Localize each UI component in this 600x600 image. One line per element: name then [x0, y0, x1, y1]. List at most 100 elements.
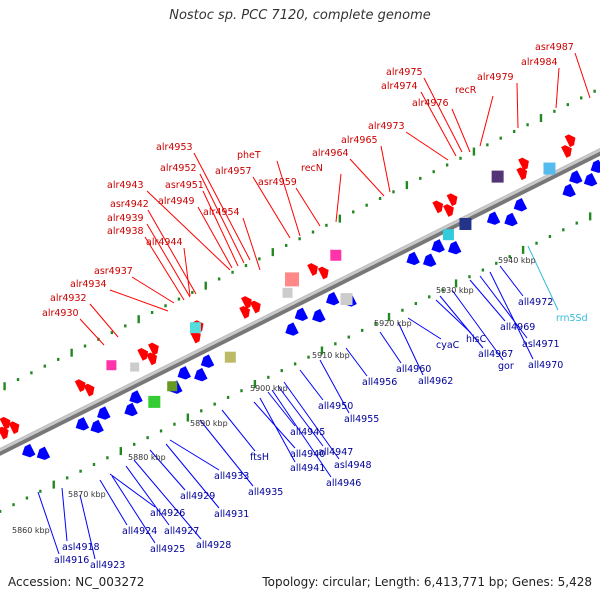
reverse-gene-arrow	[90, 419, 104, 434]
forward-gene-label[interactable]: asr4987	[535, 42, 574, 53]
reverse-leader-line	[439, 295, 484, 349]
forward-gene-arrow	[148, 342, 159, 356]
reverse-gene-label[interactable]: all4969	[500, 322, 535, 333]
forward-gene-label[interactable]: alr4975	[386, 67, 423, 78]
track-tick	[352, 210, 355, 214]
forward-gene-label[interactable]: asr4937	[94, 266, 133, 277]
reverse-gene-label[interactable]: all4955	[344, 414, 379, 425]
reverse-gene-label[interactable]: all4916	[54, 555, 89, 566]
reverse-gene-label[interactable]: all4929	[180, 491, 215, 502]
reverse-gene-label[interactable]: all4923	[90, 560, 125, 571]
reverse-gene-label[interactable]: asl4971	[522, 339, 560, 350]
forward-gene-label[interactable]: alr4957	[215, 166, 252, 177]
forward-gene-label[interactable]: alr4932	[50, 293, 87, 304]
track-tick	[70, 348, 73, 357]
reverse-gene-label[interactable]: all4941	[290, 463, 325, 474]
reverse-gene-label[interactable]: cyaC	[436, 340, 460, 351]
reverse-leader-line	[165, 443, 220, 509]
reverse-gene-label[interactable]: hisC	[466, 334, 487, 345]
reverse-gene-label[interactable]: all4962	[418, 376, 453, 387]
reverse-gene-label[interactable]: all4950	[318, 401, 353, 412]
forward-gene-label[interactable]: asr4942	[110, 199, 149, 210]
scale-label: 5940 kbp	[498, 256, 536, 265]
forward-leader-line	[451, 108, 471, 153]
forward-gene-label[interactable]: alr4974	[381, 81, 418, 92]
reverse-leader-line	[169, 439, 220, 471]
forward-gene-label[interactable]: asr4959	[258, 177, 297, 188]
track-tick	[240, 389, 243, 393]
reverse-gene-label[interactable]: all4924	[122, 526, 157, 537]
dotted-track-lines	[0, 89, 596, 513]
scale-label: 5870 kbp	[68, 490, 106, 499]
forward-gene-label[interactable]: alr4934	[70, 279, 107, 290]
reverse-gene-label[interactable]: all4946	[326, 478, 361, 489]
forward-gene-label[interactable]: alr4944	[146, 237, 183, 248]
rna-gene-label[interactable]: rrn5Sd	[556, 313, 588, 324]
forward-gene-label[interactable]: asr4951	[165, 180, 204, 191]
reverse-gene-label[interactable]: all4956	[362, 377, 397, 388]
forward-gene-label[interactable]: alr4965	[341, 135, 378, 146]
reverse-gene-label[interactable]: all4926	[150, 508, 185, 519]
track-tick	[575, 221, 578, 225]
reverse-gene-label[interactable]: all4947	[318, 447, 353, 458]
scale-label: 5880 kbp	[128, 453, 166, 462]
reverse-gene-label[interactable]: all4933	[214, 471, 249, 482]
track-tick	[186, 413, 190, 422]
reverse-leader-line	[199, 419, 254, 487]
reverse-gene-label[interactable]: all4928	[196, 540, 231, 551]
reverse-gene-arrow	[294, 307, 309, 321]
forward-gene-label[interactable]: pheT	[237, 150, 261, 161]
reverse-gene-label[interactable]: ftsH	[250, 452, 269, 463]
reverse-leader-line	[221, 409, 256, 452]
reverse-leader-line	[267, 391, 296, 427]
reverse-leader-line	[407, 317, 442, 340]
reverse-gene-label[interactable]: all4935	[248, 487, 283, 498]
track-tick	[374, 322, 377, 326]
reverse-gene-label[interactable]: all4940	[290, 449, 325, 460]
reverse-gene-label[interactable]: asl4948	[334, 460, 372, 471]
forward-gene-label[interactable]: alr4976	[412, 98, 449, 109]
reverse-gene-label[interactable]: all4972	[518, 297, 553, 308]
reverse-leader-line	[345, 347, 368, 377]
reverse-gene-label[interactable]: all4967	[478, 349, 513, 360]
track-tick	[164, 304, 167, 308]
reverse-gene-label[interactable]: all4925	[150, 544, 185, 555]
track-tick	[258, 257, 261, 261]
track-tick	[419, 176, 422, 180]
reverse-gene-label[interactable]: all4970	[528, 360, 563, 371]
forward-gene-label[interactable]: alr4952	[160, 163, 197, 174]
forward-gene-label[interactable]: alr4979	[477, 72, 514, 83]
track-tick	[83, 344, 87, 348]
reverse-leader-line	[259, 397, 296, 463]
forward-gene-label[interactable]: alr4939	[107, 213, 144, 224]
forward-gene-label[interactable]: alr4953	[156, 142, 193, 153]
feature-box	[130, 362, 140, 372]
forward-leader-line	[349, 158, 385, 197]
scale-label: 5920 kbp	[374, 319, 412, 328]
forward-gene-arrow	[564, 134, 576, 148]
forward-gene-label[interactable]: alr4943	[107, 180, 144, 191]
reverse-gene-label[interactable]: all4945	[290, 427, 325, 438]
forward-gene-label[interactable]: alr4984	[521, 57, 558, 68]
track-tick	[52, 480, 55, 489]
forward-gene-arrow	[561, 145, 572, 158]
forward-gene-label[interactable]: recR	[455, 85, 477, 96]
reverse-gene-label[interactable]: all4960	[396, 364, 431, 375]
forward-gene-label[interactable]: recN	[301, 163, 323, 174]
track-tick	[307, 355, 310, 359]
forward-gene-label[interactable]: alr4949	[158, 196, 195, 207]
forward-gene-label[interactable]: alr4930	[42, 308, 79, 319]
reverse-gene-label[interactable]: all4931	[214, 509, 249, 520]
forward-gene-label[interactable]: alr4954	[203, 207, 240, 218]
scale-label: 5910 kbp	[312, 351, 350, 360]
reverse-gene-label[interactable]: gor	[498, 361, 514, 372]
reverse-gene-label[interactable]: all4927	[164, 526, 199, 537]
forward-gene-label[interactable]: alr4964	[312, 148, 349, 159]
track-tick	[311, 230, 315, 234]
forward-gene-label[interactable]: alr4938	[107, 226, 144, 237]
forward-gene-label[interactable]: alr4973	[368, 121, 405, 132]
reverse-gene-label[interactable]: asl4918	[62, 542, 100, 553]
reverse-leader-line	[283, 381, 340, 460]
rna-leader-line	[527, 245, 559, 311]
